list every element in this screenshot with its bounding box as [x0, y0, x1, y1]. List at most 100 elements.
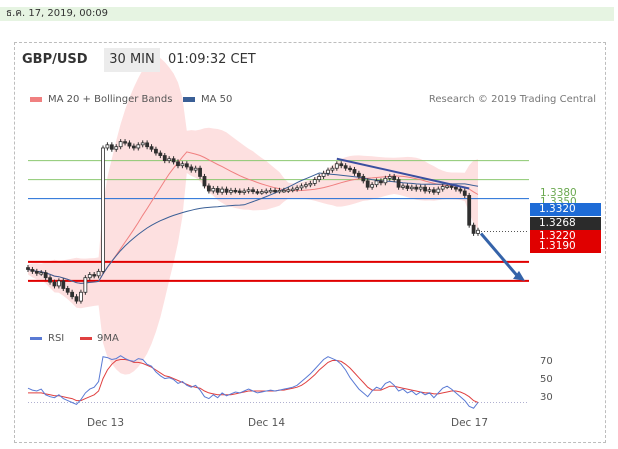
candle-body — [202, 176, 207, 187]
candle-body — [136, 144, 141, 149]
candle-body — [467, 195, 472, 226]
trend-line — [336, 157, 470, 190]
candle-body — [131, 145, 136, 149]
rsi-line — [27, 355, 479, 409]
candle-body — [423, 186, 427, 192]
candle-body — [396, 179, 401, 188]
candle-body — [30, 269, 35, 272]
candle-body — [290, 188, 295, 192]
chart-frame — [14, 42, 606, 443]
rsi-tick-30: 30 — [540, 392, 553, 403]
candle-body — [454, 186, 458, 190]
candle-body — [43, 272, 48, 279]
rsi-legend-swatch — [30, 337, 42, 340]
candle-body — [476, 229, 480, 234]
candle-body — [127, 142, 132, 147]
candle-body — [264, 190, 269, 193]
ma50-legend-label: MA 50 — [201, 94, 233, 105]
candle-body — [449, 185, 454, 188]
candle-body — [259, 191, 264, 194]
bollinger-band — [28, 57, 478, 375]
candle-body — [123, 141, 127, 144]
candle-body — [56, 280, 61, 287]
candle-body — [286, 189, 291, 192]
timestamp-bar: ธ.ค. 17, 2019, 00:09 — [0, 7, 614, 21]
ma20-legend-swatch — [30, 97, 42, 102]
candle-body — [339, 163, 344, 167]
pair-symbol: GBP/USD — [22, 52, 88, 67]
candle-body — [317, 176, 322, 181]
candle-body — [273, 189, 277, 193]
candle-body — [162, 155, 167, 162]
candle-body — [101, 147, 105, 272]
candle-body — [176, 161, 180, 167]
candle-body — [39, 272, 44, 275]
pivot-price-tag: 1.3320 — [530, 203, 601, 216]
candle-body — [105, 144, 110, 149]
ma50-legend-swatch — [183, 97, 195, 102]
candle-body — [471, 224, 476, 234]
candle-body — [431, 189, 436, 193]
candle-body — [158, 152, 163, 156]
candle-body — [405, 185, 410, 189]
support-1-tag: 1.3220 — [530, 230, 601, 243]
candle-body — [220, 188, 225, 193]
candle-body — [145, 142, 150, 148]
candle-body — [370, 184, 375, 188]
candle-body — [281, 189, 286, 193]
candle-body — [65, 288, 70, 293]
timeframe-button[interactable]: 30 MIN — [104, 48, 160, 72]
candle-body — [74, 296, 79, 302]
ma20-legend-label: MA 20 + Bollinger Bands — [48, 94, 173, 105]
candle-body — [198, 167, 202, 177]
x-label-dec17: Dec 17 — [451, 417, 489, 429]
candle-body — [356, 172, 361, 177]
candle-body — [392, 176, 397, 181]
candle-body — [184, 163, 189, 168]
candle-body — [383, 177, 388, 184]
candle-body — [237, 190, 242, 193]
forecast-arrow-shaft — [479, 232, 521, 279]
candle-body — [61, 280, 66, 289]
candle-body — [304, 184, 308, 187]
rsi-tick-50: 50 — [540, 374, 553, 385]
candle-body — [387, 176, 392, 179]
candle-body — [171, 158, 176, 163]
candle-body — [445, 185, 450, 188]
candle-body — [321, 172, 326, 177]
candle-body — [96, 270, 101, 277]
candle-body — [140, 142, 145, 146]
candle-body — [312, 179, 317, 184]
candle-body — [26, 267, 30, 270]
candle-body — [206, 185, 211, 192]
candle-body — [401, 185, 405, 188]
candle-body — [374, 180, 379, 186]
candle-body — [436, 188, 441, 193]
candle-body — [109, 144, 114, 150]
candle-body — [295, 187, 300, 190]
candle-body — [330, 167, 335, 171]
candle-body — [308, 183, 313, 186]
candle-body — [79, 291, 83, 302]
candle-body — [246, 189, 251, 192]
candle-body — [414, 186, 419, 190]
candle-body — [118, 141, 123, 148]
candle-body — [268, 189, 273, 193]
chart-time: 01:09:32 CET — [168, 52, 256, 67]
candle-body — [462, 190, 467, 196]
candle-body — [233, 189, 238, 193]
candle-body — [409, 186, 414, 190]
candle-body — [365, 180, 370, 188]
candle-body — [251, 189, 255, 193]
candle-body — [193, 167, 198, 171]
candle-body — [255, 191, 260, 194]
candle-body — [348, 167, 352, 171]
candle-body — [167, 158, 172, 162]
candle-body — [83, 277, 88, 293]
rsi-ma-legend-label: 9MA — [97, 333, 119, 344]
last-price-tag: 1.3268 — [530, 217, 601, 230]
candle-body — [277, 189, 282, 193]
candle-body — [343, 165, 348, 169]
candle-body — [48, 277, 52, 283]
